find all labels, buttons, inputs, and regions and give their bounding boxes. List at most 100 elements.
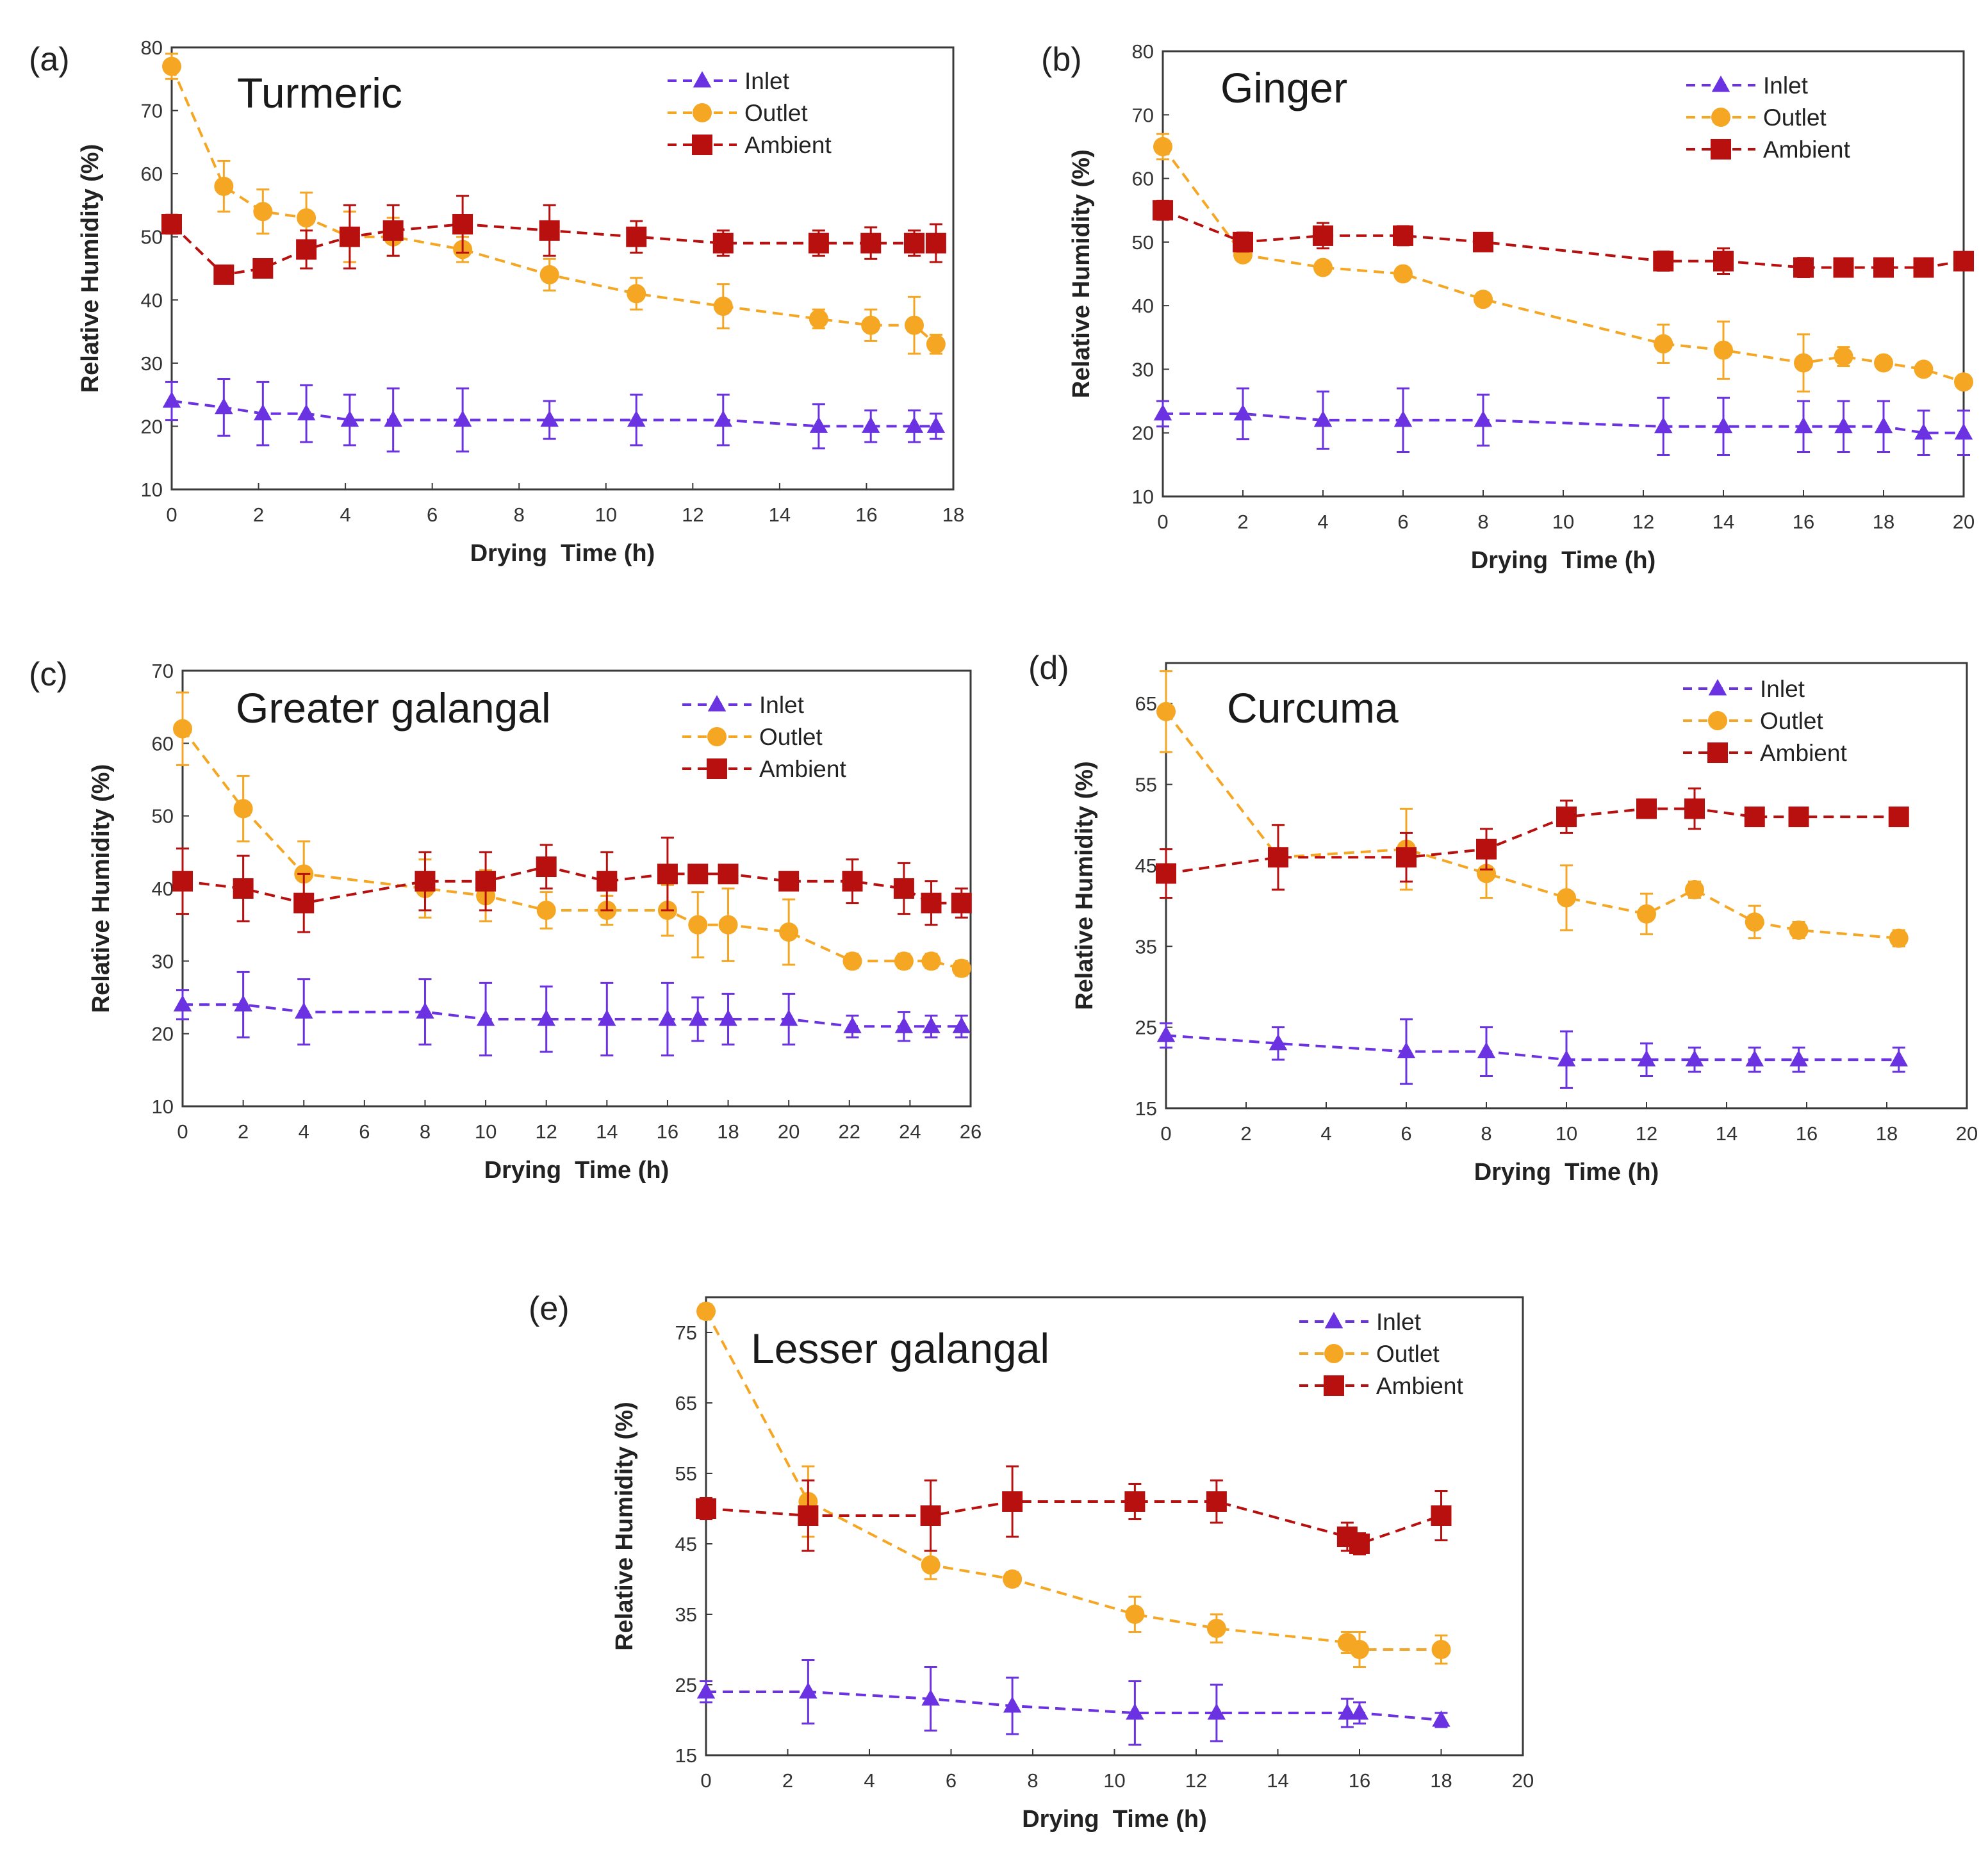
data-point-inlet	[162, 391, 181, 408]
data-point-ambient	[1744, 807, 1765, 828]
data-point-ambient	[1233, 231, 1253, 252]
data-point-ambient	[252, 258, 274, 279]
data-point-ambient	[626, 226, 647, 247]
x-tick-label: 16	[1796, 1122, 1818, 1145]
x-tick-label: 8	[420, 1120, 431, 1143]
data-point-inlet	[1393, 410, 1413, 427]
x-tick-label: 0	[166, 504, 177, 526]
x-tick-label: 20	[1512, 1769, 1534, 1792]
y-tick-label: 35	[675, 1603, 697, 1626]
x-tick-label: 16	[855, 504, 877, 526]
series-ambient	[161, 195, 946, 285]
data-point-ambient	[213, 264, 234, 285]
x-tick-label: 14	[1267, 1769, 1288, 1792]
series-ambient	[1153, 199, 1974, 278]
x-tick-label: 4	[1320, 1122, 1331, 1145]
data-point-outlet	[1313, 258, 1333, 277]
y-tick-label: 20	[141, 415, 163, 438]
plot-frame	[170, 46, 955, 491]
data-point-ambient	[1313, 225, 1333, 246]
data-point-inlet	[627, 410, 646, 427]
x-tick-label: 12	[682, 504, 703, 526]
data-point-outlet	[173, 719, 192, 739]
data-point-outlet	[1714, 340, 1733, 360]
x-tick-label: 0	[700, 1769, 711, 1792]
y-tick-label: 10	[1132, 486, 1154, 508]
x-tick-label: 18	[1873, 511, 1894, 533]
legend-label-inlet: Inlet	[1376, 1309, 1422, 1335]
data-point-inlet	[1003, 1696, 1022, 1713]
panel-letter: (d)	[1028, 650, 1069, 687]
data-point-outlet	[926, 334, 946, 354]
x-tick-label: 4	[340, 504, 350, 526]
x-tick-label: 6	[1397, 511, 1408, 533]
chart-title: Lesser galangal	[751, 1325, 1049, 1372]
data-point-inlet	[1914, 423, 1933, 440]
x-tick-label: 14	[596, 1120, 618, 1143]
data-point-ambient	[1653, 250, 1674, 272]
data-point-ambient	[1002, 1491, 1023, 1512]
legend-marker	[1708, 711, 1727, 730]
y-tick-label: 55	[675, 1462, 697, 1485]
legend-marker	[693, 71, 712, 88]
y-tick-label: 40	[1132, 295, 1154, 317]
data-point-ambient	[1393, 225, 1413, 246]
data-point-inlet	[254, 404, 272, 421]
legend-label-ambient: Ambient	[744, 132, 832, 158]
legend-marker	[1324, 1344, 1343, 1363]
y-tick-label: 20	[1132, 422, 1154, 445]
data-point-inlet	[1338, 1703, 1357, 1720]
y-tick-label: 25	[1135, 1017, 1157, 1039]
data-point-ambient	[339, 226, 360, 247]
y-tick-label: 65	[1135, 692, 1157, 715]
x-axis-label: Drying Time (h)	[1474, 1159, 1659, 1186]
data-point-inlet	[340, 410, 359, 427]
y-tick-label: 25	[675, 1674, 697, 1696]
data-point-inlet	[1654, 416, 1673, 434]
series-outlet	[162, 53, 946, 355]
legend-label-outlet: Outlet	[1760, 708, 1823, 734]
series-inlet	[696, 1659, 1450, 1746]
series-line	[1165, 710, 1899, 940]
data-point-ambient	[1888, 807, 1909, 828]
data-point-inlet	[1397, 1042, 1416, 1059]
data-point-ambient	[842, 871, 863, 892]
data-point-inlet	[173, 995, 192, 1011]
data-point-inlet	[1432, 1710, 1450, 1727]
data-point-outlet	[842, 951, 862, 971]
x-tick-label: 12	[535, 1120, 557, 1143]
series-inlet	[1153, 387, 1973, 456]
data-point-inlet	[1789, 1050, 1808, 1067]
y-tick-label: 50	[152, 805, 174, 828]
data-point-inlet	[861, 416, 880, 433]
data-point-outlet	[1153, 136, 1172, 156]
data-point-inlet	[476, 1010, 495, 1026]
x-tick-label: 14	[1716, 1122, 1737, 1145]
data-point-ambient	[904, 233, 924, 254]
legend: Inlet Outlet Ambient	[1686, 72, 1850, 163]
data-point-inlet	[719, 1010, 737, 1026]
data-point-ambient	[172, 871, 193, 892]
y-tick-label: 40	[141, 289, 163, 311]
y-tick-label: 30	[152, 950, 174, 972]
data-point-ambient	[1156, 863, 1176, 884]
x-tick-label: 4	[299, 1120, 309, 1143]
data-point-inlet	[1269, 1033, 1288, 1051]
data-point-inlet	[1156, 1026, 1176, 1042]
data-point-inlet	[714, 410, 733, 427]
y-tick-label: 45	[1135, 855, 1157, 877]
series-ambient	[1156, 787, 1909, 899]
data-point-outlet	[253, 202, 273, 222]
data-point-inlet	[894, 1017, 914, 1033]
y-tick-label: 10	[141, 479, 163, 501]
chart-title: Turmeric	[237, 69, 402, 117]
data-point-inlet	[537, 1010, 555, 1026]
legend-marker	[707, 727, 727, 746]
data-point-inlet	[688, 1010, 707, 1026]
x-tick-label: 20	[1953, 511, 1975, 533]
data-point-inlet	[1637, 1050, 1656, 1067]
data-point-inlet	[1233, 404, 1253, 421]
x-tick-label: 0	[177, 1120, 188, 1143]
x-axis-label: Drying Time (h)	[1022, 1806, 1207, 1833]
